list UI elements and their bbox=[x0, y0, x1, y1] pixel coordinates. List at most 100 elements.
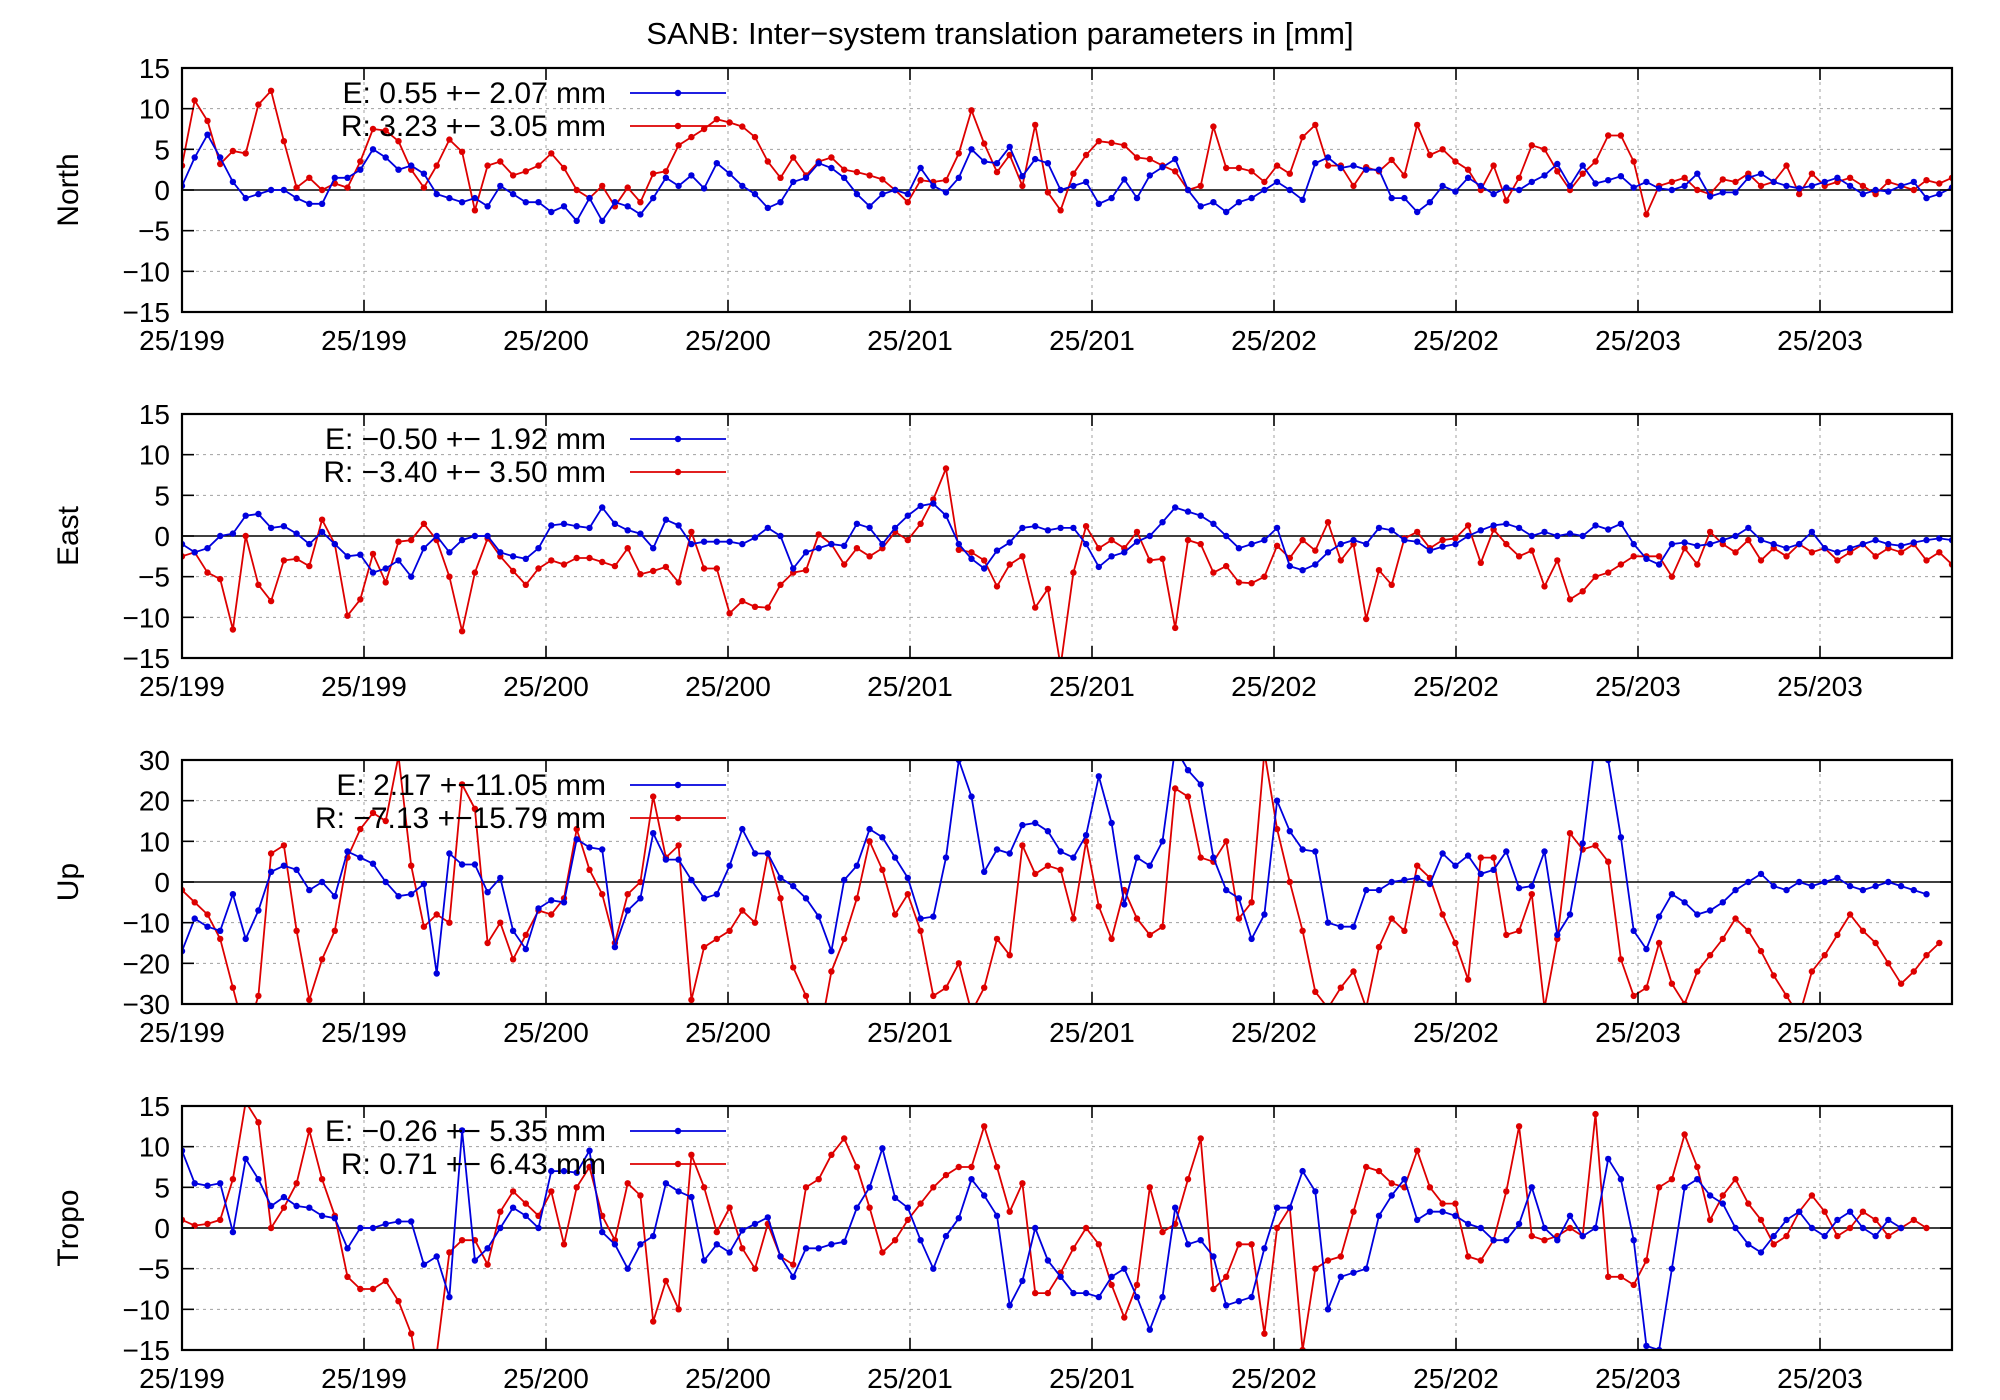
point-E bbox=[1184, 186, 1192, 194]
point-E bbox=[1426, 547, 1434, 554]
point-E bbox=[650, 545, 657, 552]
point-R bbox=[1528, 547, 1536, 554]
point-R bbox=[548, 911, 555, 918]
point-E bbox=[1490, 522, 1497, 529]
point-R bbox=[751, 133, 759, 141]
point-R bbox=[802, 1184, 810, 1191]
point-R bbox=[471, 207, 479, 214]
point-E bbox=[191, 549, 198, 556]
point-E bbox=[1197, 1237, 1204, 1244]
point-E bbox=[1172, 155, 1179, 163]
point-R bbox=[1032, 121, 1039, 129]
point-R bbox=[713, 1228, 720, 1236]
point-R bbox=[930, 1184, 937, 1191]
point-R bbox=[1121, 142, 1128, 149]
point-E bbox=[1337, 1273, 1345, 1281]
point-R bbox=[395, 538, 402, 545]
point-R bbox=[1732, 549, 1739, 556]
point-R bbox=[1375, 1167, 1383, 1175]
point-E bbox=[509, 553, 517, 560]
point-R bbox=[280, 557, 288, 564]
point-R bbox=[229, 984, 237, 991]
point-E bbox=[433, 1253, 440, 1260]
point-E bbox=[1681, 1184, 1688, 1191]
point-R bbox=[1515, 927, 1523, 934]
point-E bbox=[1426, 1208, 1434, 1215]
point-R bbox=[866, 172, 873, 179]
point-E bbox=[1923, 194, 1930, 202]
point-R bbox=[751, 919, 759, 926]
point-E bbox=[853, 1204, 861, 1211]
point-R bbox=[395, 138, 402, 145]
point-E bbox=[420, 170, 428, 177]
point-R bbox=[726, 1204, 733, 1211]
point-R bbox=[1439, 1200, 1446, 1207]
xtick-label: 25/202 bbox=[1231, 671, 1317, 702]
point-E bbox=[242, 1155, 249, 1163]
point-E bbox=[917, 1237, 924, 1244]
point-R bbox=[242, 150, 249, 157]
point-R bbox=[1312, 988, 1319, 995]
point-E bbox=[522, 555, 529, 562]
point-E bbox=[624, 527, 631, 534]
point-R bbox=[739, 1245, 746, 1252]
point-E bbox=[1363, 166, 1370, 173]
point-R bbox=[1770, 972, 1777, 979]
point-E bbox=[942, 854, 950, 861]
point-E bbox=[1770, 1232, 1777, 1240]
point-R bbox=[1885, 1232, 1892, 1240]
point-R bbox=[700, 125, 708, 133]
point-E bbox=[1070, 1289, 1077, 1297]
point-E bbox=[560, 899, 568, 906]
ytick-label: 0 bbox=[154, 1213, 170, 1244]
point-E bbox=[1617, 1176, 1625, 1183]
point-E bbox=[917, 915, 924, 922]
point-E bbox=[637, 211, 644, 218]
point-R bbox=[548, 1188, 555, 1195]
point-E bbox=[293, 866, 300, 873]
point-E bbox=[1401, 1176, 1408, 1183]
point-R bbox=[1057, 207, 1064, 214]
point-R bbox=[1503, 540, 1510, 548]
point-R bbox=[1070, 915, 1077, 922]
ytick-label: 0 bbox=[154, 175, 170, 206]
point-E bbox=[1006, 1302, 1013, 1309]
point-R bbox=[688, 133, 695, 141]
point-E bbox=[841, 1238, 848, 1246]
point-R bbox=[1172, 624, 1179, 632]
point-R bbox=[1859, 1208, 1867, 1215]
point-E bbox=[1133, 1293, 1141, 1301]
point-E bbox=[395, 1218, 402, 1225]
point-E bbox=[560, 203, 568, 210]
point-R bbox=[599, 891, 606, 898]
point-E bbox=[255, 1176, 262, 1183]
point-E bbox=[841, 876, 848, 884]
point-R bbox=[866, 838, 873, 845]
point-R bbox=[726, 119, 733, 126]
point-R bbox=[599, 558, 606, 566]
point-E bbox=[217, 1180, 224, 1187]
point-R bbox=[1006, 151, 1013, 159]
point-E bbox=[1910, 178, 1918, 186]
point-E bbox=[777, 874, 784, 882]
xtick-label: 25/202 bbox=[1413, 1363, 1499, 1394]
point-R bbox=[993, 168, 1001, 176]
point-E bbox=[1668, 891, 1676, 898]
point-E bbox=[1006, 539, 1013, 546]
point-R bbox=[1808, 968, 1816, 975]
point-R bbox=[828, 1151, 835, 1159]
point-R bbox=[267, 1224, 275, 1232]
point-R bbox=[1579, 588, 1586, 595]
point-E bbox=[764, 850, 771, 857]
point-E bbox=[344, 174, 351, 181]
point-R bbox=[1184, 536, 1192, 544]
point-E bbox=[1044, 1257, 1052, 1264]
point-E bbox=[726, 170, 733, 177]
point-R bbox=[267, 597, 275, 605]
point-R bbox=[1019, 182, 1026, 190]
point-E bbox=[1299, 1167, 1306, 1175]
point-R bbox=[1363, 1163, 1370, 1171]
point-E bbox=[1273, 1204, 1281, 1211]
point-R bbox=[1706, 1216, 1714, 1224]
point-E bbox=[229, 891, 237, 898]
